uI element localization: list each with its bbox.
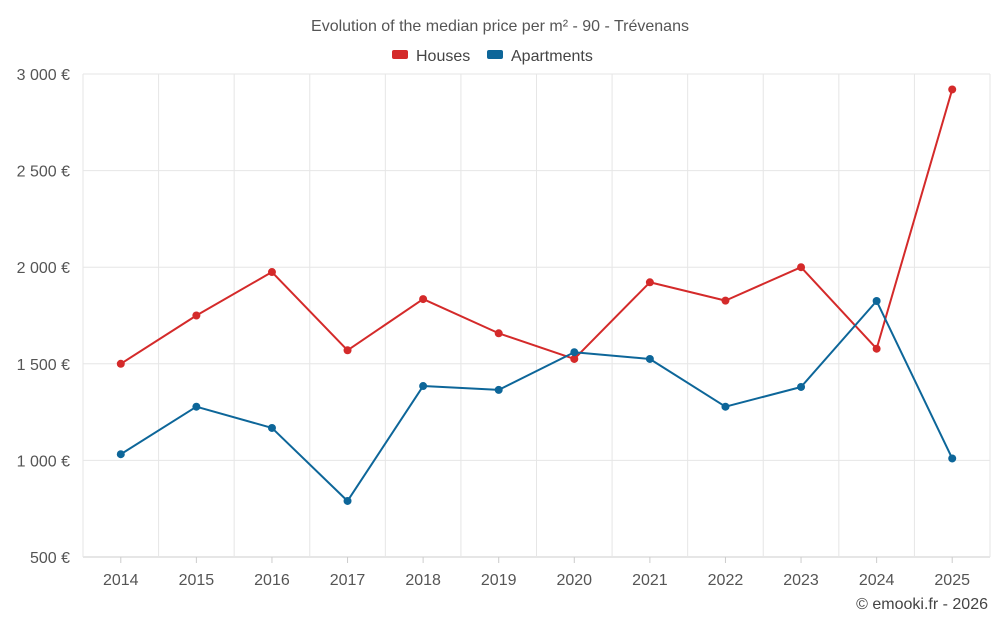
data-point-houses[interactable] xyxy=(267,268,276,277)
chart-title: Evolution of the median price per m² - 9… xyxy=(311,18,689,35)
x-tick-label: 2023 xyxy=(783,572,819,589)
legend: Houses Apartments xyxy=(392,48,593,65)
data-point-apartments[interactable] xyxy=(494,385,503,394)
y-tick-label: 2 500 € xyxy=(17,164,70,181)
gridlines xyxy=(82,73,991,558)
x-tick-label: 2024 xyxy=(859,572,895,589)
data-point-houses[interactable] xyxy=(872,344,881,353)
data-point-apartments[interactable] xyxy=(721,402,730,411)
legend-label-apartments: Apartments xyxy=(511,48,593,65)
legend-swatch-apartments xyxy=(487,50,503,59)
x-tick-label: 2017 xyxy=(330,572,366,589)
data-point-houses[interactable] xyxy=(494,329,503,338)
data-point-apartments[interactable] xyxy=(948,454,957,463)
data-point-apartments[interactable] xyxy=(116,450,125,459)
data-point-apartments[interactable] xyxy=(419,382,428,391)
legend-item-apartments[interactable]: Apartments xyxy=(487,48,593,65)
x-tick-label: 2016 xyxy=(254,572,290,589)
x-tick-label: 2019 xyxy=(481,572,517,589)
data-point-apartments[interactable] xyxy=(570,348,579,357)
x-tick-label: 2021 xyxy=(632,572,668,589)
data-point-apartments[interactable] xyxy=(343,496,352,505)
series-line-houses xyxy=(120,89,954,365)
y-tick-label: 500 € xyxy=(30,550,70,567)
legend-swatch-houses xyxy=(392,50,408,59)
data-point-apartments[interactable] xyxy=(267,423,276,432)
y-tick-label: 1 500 € xyxy=(17,357,70,374)
y-tick-label: 1 000 € xyxy=(17,453,70,470)
legend-label-houses: Houses xyxy=(416,48,470,65)
data-point-houses[interactable] xyxy=(343,346,352,355)
data-point-houses[interactable] xyxy=(797,263,806,272)
x-tick-label: 2018 xyxy=(405,572,441,589)
data-point-houses[interactable] xyxy=(192,311,201,320)
series-line-apartments xyxy=(120,300,954,502)
data-point-houses[interactable] xyxy=(570,354,579,363)
data-point-houses[interactable] xyxy=(948,85,957,94)
axes: 500 € 1 000 € 1 500 € 2 000 € 2 500 € 3 000 €… xyxy=(17,67,970,589)
y-tick-label: 2 000 € xyxy=(17,260,70,277)
credit-text: © emooki.fr - 2026 xyxy=(856,596,988,613)
legend-item-houses[interactable]: Houses xyxy=(392,48,470,65)
data-point-apartments[interactable] xyxy=(192,402,201,411)
x-tick-label: 2020 xyxy=(556,572,592,589)
data-point-apartments[interactable] xyxy=(797,382,806,391)
data-point-houses[interactable] xyxy=(721,296,730,305)
data-point-houses[interactable] xyxy=(645,278,654,287)
x-tick-label: 2015 xyxy=(179,572,215,589)
data-point-apartments[interactable] xyxy=(872,297,881,306)
x-tick-label: 2014 xyxy=(103,572,139,589)
x-tick-label: 2025 xyxy=(934,572,970,589)
series-layer xyxy=(116,85,957,505)
data-point-houses[interactable] xyxy=(116,359,125,368)
data-point-apartments[interactable] xyxy=(645,354,654,363)
data-point-houses[interactable] xyxy=(419,295,428,304)
x-tick-label: 2022 xyxy=(708,572,744,589)
y-tick-label: 3 000 € xyxy=(17,67,70,84)
